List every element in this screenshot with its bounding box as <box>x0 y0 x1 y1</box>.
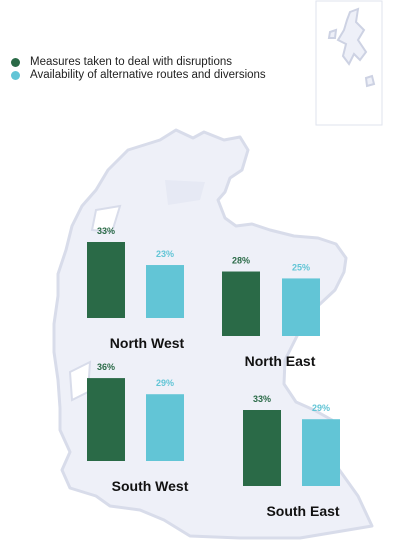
north-east-measures-bar <box>222 271 260 336</box>
north-west-measures-value-label: 33% <box>97 226 115 236</box>
north-east-alternatives-bar <box>282 278 320 336</box>
north-west-alternatives-bar <box>146 265 184 318</box>
legend-item-measures: Measures taken to deal with disruptions <box>11 55 232 69</box>
highlands-shade-shape <box>165 180 205 205</box>
south-east-measures-bar <box>243 410 281 486</box>
legend-label-measures: Measures taken to deal with disruptions <box>30 56 232 68</box>
legend-label-alternatives: Availability of alternative routes and d… <box>30 69 266 81</box>
skye-islet-shape <box>90 204 122 234</box>
north-west-alternatives-value-label: 23% <box>156 249 174 259</box>
south-east-alternatives-value-label: 29% <box>312 403 330 413</box>
north-west-measures-bar <box>87 242 125 318</box>
south-east-measures-value-label: 33% <box>253 394 271 404</box>
south-east-region-label: South East <box>266 503 339 519</box>
scotland-mainland-shape <box>52 128 374 540</box>
south-east-alternatives-bar <box>302 419 340 486</box>
shetland-islands-shape <box>336 7 368 66</box>
shetland-islet-shape <box>327 28 338 39</box>
north-east-region-label: North East <box>245 353 316 369</box>
north-west-region-label: North West <box>110 335 185 351</box>
bars-layer: 33% 23% North West 28% 25% North East 36% 29% So… <box>87 226 340 519</box>
legend-swatch-measures <box>11 57 20 67</box>
north-east-alternatives-value-label: 25% <box>292 262 310 272</box>
legend-item-alternatives: Availability of alternative routes and d… <box>11 68 266 82</box>
south-west-measures-value-label: 36% <box>97 362 115 372</box>
south-west-alternatives-bar <box>146 394 184 461</box>
south-west-region-label: South West <box>112 478 189 494</box>
north-east-measures-value-label: 28% <box>232 256 250 266</box>
south-west-measures-bar <box>87 378 125 461</box>
south-west-alternatives-value-label: 29% <box>156 378 174 388</box>
legend-swatch-alternatives <box>11 70 20 80</box>
fair-isle-shape <box>364 74 376 88</box>
